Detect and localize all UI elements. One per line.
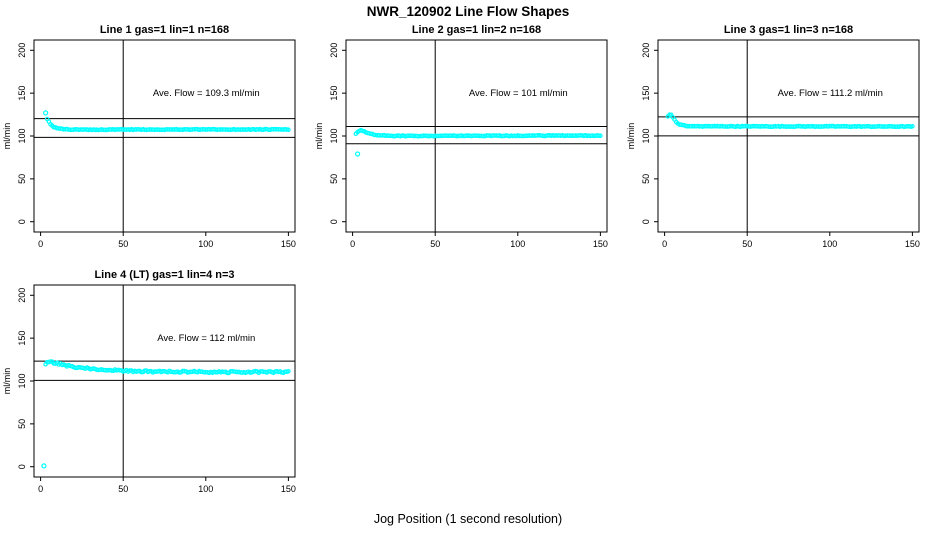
y-tick-label: 100 [329,128,339,143]
y-axis-unit-label: ml/min [2,123,12,150]
data-point [286,369,291,374]
y-tick-label: 50 [17,174,27,184]
x-tick-label: 150 [281,484,296,494]
x-tick-label: 150 [905,239,920,249]
y-tick-label: 150 [17,86,27,101]
subplot-title: Line 3 gas=1 lin=3 n=168 [724,24,853,36]
data-point [286,127,291,133]
ave-flow-annotation: Ave. Flow = 111.2 ml/min [778,88,883,99]
x-tick-label: 50 [430,239,440,249]
y-tick-label: 50 [329,174,339,184]
x-tick-label: 50 [118,239,128,249]
subplot-title: Line 2 gas=1 lin=2 n=168 [412,24,541,36]
x-tick-label: 0 [38,484,43,494]
y-tick-label: 0 [17,219,27,224]
plot-line-3: Line 3 gas=1 lin=3 n=168 0 50 100 150 0 50 100 1… [624,18,936,263]
y-axis-unit-label: ml/min [626,123,636,150]
x-tick-label: 100 [822,239,837,249]
plot-box [33,39,296,233]
x-tick-label: 150 [281,239,296,249]
data-points [44,116,291,133]
x-tick-label: 0 [350,239,355,249]
y-tick-label: 200 [17,43,27,58]
y-axis-unit-label: ml/min [2,368,12,395]
y-tick-label: 200 [329,43,339,58]
plot-svg: Line 4 (LT) gas=1 lin=4 n=3 0 50 100 150 0 50 1… [2,269,296,494]
ave-flow-annotation: Ave. Flow = 109.3 ml/min [153,88,260,99]
data-points [665,112,915,130]
plot-line-2: Line 2 gas=1 lin=2 n=168 0 50 100 150 0 50 100 1… [312,18,624,263]
data-point [910,124,915,129]
y-tick-label: 100 [17,128,27,143]
outlier-point [354,151,361,157]
x-tick-label: 50 [118,484,128,494]
subplot-title: Line 4 (LT) gas=1 lin=4 n=3 [94,269,234,281]
plot-line-1: Line 1 gas=1 lin=1 n=168 0 50 100 150 0 50 100 1… [0,18,312,263]
ave-flow-annotation: Ave. Flow = 112 ml/min [157,333,255,344]
y-axis-unit-label: ml/min [314,123,324,150]
data-points [353,127,603,139]
y-tick-label: 0 [17,464,27,469]
y-tick-label: 150 [641,86,651,101]
x-tick-label: 0 [662,239,667,249]
figure-title: NWR_120902 Line Flow Shapes [366,4,570,19]
data-points [43,359,291,376]
plot-svg: Line 3 gas=1 lin=3 n=168 0 50 100 150 0 50 100 1… [626,24,920,249]
plot-line-4: Line 4 (LT) gas=1 lin=4 n=3 0 50 100 150 0 50 1… [0,263,312,508]
x-tick-label: 100 [198,239,213,249]
outlier-point [42,110,49,116]
x-axis-label: Jog Position (1 second resolution) [373,512,563,526]
subplot-title: Line 1 gas=1 lin=1 n=168 [100,24,229,36]
y-tick-label: 50 [641,174,651,184]
plot-box [33,284,296,478]
y-tick-label: 0 [329,219,339,224]
plot-svg: Line 1 gas=1 lin=1 n=168 0 50 100 150 0 50 100 1… [2,24,296,249]
y-tick-label: 100 [641,128,651,143]
y-tick-label: 200 [641,43,651,58]
data-point [596,133,602,139]
y-tick-label: 150 [17,331,27,346]
data-point [598,133,603,139]
x-tick-label: 100 [510,239,525,249]
x-tick-label: 0 [38,239,43,249]
x-tick-label: 50 [742,239,752,249]
ave-flow-annotation: Ave. Flow = 101 ml/min [469,88,568,99]
x-tick-label: 150 [593,239,608,249]
outlier-point [41,463,47,469]
y-tick-label: 200 [17,288,27,303]
y-tick-label: 150 [329,86,339,101]
plot-svg: Line 2 gas=1 lin=2 n=168 0 50 100 150 0 50 100 1… [314,24,608,249]
y-tick-label: 100 [17,373,27,388]
x-tick-label: 100 [198,484,213,494]
y-tick-label: 0 [641,219,651,224]
y-tick-label: 50 [17,419,27,429]
